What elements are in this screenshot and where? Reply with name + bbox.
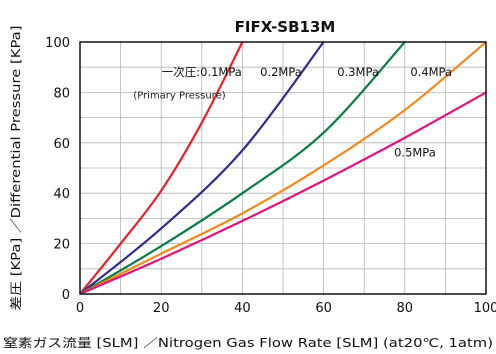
y-tick-label: 0 [62, 288, 70, 303]
chart-title: FIFX-SB13M [235, 18, 336, 36]
series-line-0 [80, 42, 244, 294]
grid [80, 42, 486, 294]
y-tick-label: 40 [53, 187, 70, 202]
x-axis-label: 窒素ガス流量 [SLM] ／Nitrogen Gas Flow Rate [SL… [3, 335, 493, 350]
series-label-0.4mpa: 0.4MPa [410, 65, 452, 79]
series-label-0.3mpa: 0.3MPa [337, 65, 379, 79]
x-tick-label: 20 [153, 301, 170, 316]
y-tick-label: 100 [45, 36, 70, 51]
primary-pressure-note: (Primary Pressure) [133, 91, 225, 102]
y-tick-label: 60 [53, 137, 70, 152]
y-tick-label: 20 [53, 238, 70, 253]
series-line-3 [80, 42, 486, 294]
y-tick-labels: 0 20 40 60 80 100 [45, 36, 70, 303]
x-tick-label: 0 [76, 301, 84, 316]
series-label-0.2mpa: 0.2MPa [260, 65, 302, 79]
series-line-1 [80, 42, 325, 294]
y-axis-label: 差圧 [KPa] ／Differential Pressure [KPa] [9, 26, 23, 311]
x-tick-label: 80 [397, 301, 414, 316]
series-lines [80, 42, 486, 294]
plot-frame [79, 41, 487, 295]
y-tick-label: 80 [53, 86, 70, 101]
series-line-4 [80, 91, 486, 294]
series-label-0.5mpa: 0.5MPa [394, 146, 436, 160]
x-tick-label: 60 [315, 301, 332, 316]
x-tick-label: 100 [474, 301, 496, 316]
series-line-2 [80, 42, 406, 294]
x-tick-label: 40 [234, 301, 251, 316]
x-tick-labels: 0 20 40 60 80 100 [76, 301, 496, 316]
series-label-0.1mpa: 一次圧:0.1MPa [162, 65, 242, 79]
